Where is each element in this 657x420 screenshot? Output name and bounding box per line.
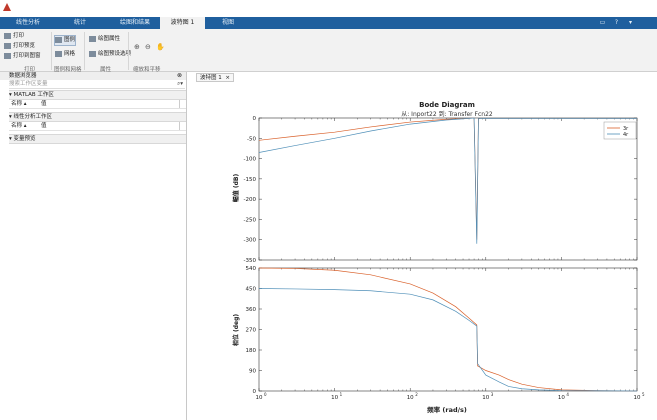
x-tick-exponent: 1 xyxy=(340,392,343,397)
plot-area-magnitude xyxy=(258,117,638,261)
y-tick-label: 270 xyxy=(246,328,257,334)
matlab-workspace-section[interactable]: ▾ MATLAB 工作区 xyxy=(9,90,186,100)
chart-subtitle: 从: Inport22 到: Transfer Fcn22 xyxy=(401,111,493,118)
x-tick-exponent: 5 xyxy=(642,392,645,397)
grid-toggle[interactable]: 网格 xyxy=(55,50,75,59)
x-tick-exponent: 0 xyxy=(264,392,267,397)
x-tick-exponent: 2 xyxy=(415,392,418,397)
y-tick-label: 360 xyxy=(246,307,257,313)
y-tick-label: -200 xyxy=(244,197,257,203)
legend-entry-4r: 4r xyxy=(623,132,629,138)
print-button[interactable]: 打印 xyxy=(4,32,24,41)
print-preview-button[interactable]: 打印预览 xyxy=(4,42,35,51)
legend-box xyxy=(603,121,637,140)
x-tick-label: 10 xyxy=(634,395,641,401)
y-tick-label: 90 xyxy=(249,369,256,375)
y-tick-label: -100 xyxy=(244,157,257,163)
workspace-search-input[interactable]: 搜索工作区变量 ⌕▾ xyxy=(9,81,185,89)
column-divider xyxy=(179,122,180,130)
tab-statistics[interactable]: 统计 xyxy=(73,19,86,26)
ribbon-toolbar: 打印 打印预览 打印到图窗 图例 网格 绘图属性 绘图预设选项 ⊕ ⊖ ✋ 打印… xyxy=(0,29,657,73)
printer-icon xyxy=(4,32,11,39)
group-label-print: 打印 xyxy=(24,67,36,73)
y-tick-label: 450 xyxy=(246,287,257,293)
group-label-properties: 属性 xyxy=(100,67,112,73)
column-name[interactable]: 名称 ▴ xyxy=(11,101,27,107)
minimize-icon[interactable]: ▭ xyxy=(599,19,606,26)
x-tick-label: 10 xyxy=(482,395,489,401)
plot-properties-button[interactable]: 绘图属性 xyxy=(89,35,120,44)
properties-icon xyxy=(89,35,96,42)
print-preview-icon xyxy=(4,42,11,49)
search-icon[interactable]: ⌕▾ xyxy=(177,81,183,87)
chart-title: Bode Diagram xyxy=(419,101,475,109)
y-axis-label-magnitude: 幅值 (dB) xyxy=(232,174,240,203)
tab-plots-results[interactable]: 绘图和结果 xyxy=(119,19,150,26)
group-label-legend-grid: 图例和网格 xyxy=(54,67,82,73)
data-browser-header: 数据浏览器 ⊗ xyxy=(0,72,186,80)
matlab-logo-icon xyxy=(3,3,11,11)
data-browser-panel: 数据浏览器 ⊗ 搜索工作区变量 ⌕▾ ▾ MATLAB 工作区 名称 ▴ 值 ▾… xyxy=(0,72,187,420)
collapse-icon[interactable]: ▾ xyxy=(628,19,632,26)
ribbon-separator xyxy=(128,32,129,70)
data-browser-title: 数据浏览器 xyxy=(9,73,37,79)
ribbon-separator xyxy=(51,32,52,70)
y-tick-label: -350 xyxy=(244,258,257,264)
column-divider xyxy=(179,100,180,108)
column-name[interactable]: 名称 ▴ xyxy=(11,123,27,129)
figure-icon xyxy=(4,52,11,59)
x-tick-label: 10 xyxy=(331,395,338,401)
plot-layer: 0-50-100-150-200-250-300-350540450360270… xyxy=(244,116,645,401)
y-tick-label: 540 xyxy=(246,266,257,272)
y-tick-label: 0 xyxy=(253,389,257,395)
grid-icon xyxy=(55,50,62,57)
tab-view[interactable]: 视图 xyxy=(221,19,234,26)
group-label-zoom-pan: 缩放和平移 xyxy=(133,67,161,73)
legend-toggle[interactable]: 图例 xyxy=(54,35,77,46)
column-value[interactable]: 值 xyxy=(41,101,47,107)
y-tick-label: -150 xyxy=(244,177,257,183)
document-tab-bode-1[interactable]: 波特图 1 × xyxy=(196,73,234,82)
x-tick-exponent: 4 xyxy=(566,392,569,397)
print-to-figure-button[interactable]: 打印到图窗 xyxy=(4,52,41,61)
series-line-magnitude-4r xyxy=(258,117,637,244)
linear-workspace-columns: 名称 ▴ 值 xyxy=(9,122,186,131)
y-tick-label: 180 xyxy=(246,348,257,354)
close-panel-icon[interactable]: ⊗ xyxy=(176,72,182,79)
x-tick-exponent: 3 xyxy=(491,392,494,397)
variable-preview-section[interactable]: ▾ 变量预览 xyxy=(9,134,186,144)
series-line-phase-4r xyxy=(258,288,638,392)
legend-icon xyxy=(55,36,62,43)
help-icon[interactable]: ? xyxy=(614,19,619,26)
column-value[interactable]: 值 xyxy=(41,123,47,129)
close-icon[interactable]: × xyxy=(225,75,230,81)
plot-area-phase xyxy=(258,267,638,392)
legend-entry-3r: 3r xyxy=(623,126,629,132)
y-tick-label: -50 xyxy=(247,136,256,142)
zoom-in-icon[interactable]: ⊕ xyxy=(134,43,140,51)
main-tab-bar: 线性分析 统计 绘图和结果 波特图 1 视图 ▭ ? ▾ xyxy=(0,17,657,29)
x-tick-label: 10 xyxy=(407,395,414,401)
tab-bode-plot-1[interactable]: 波特图 1 xyxy=(160,17,205,29)
y-tick-label: 0 xyxy=(253,116,257,122)
x-tick-label: 10 xyxy=(558,395,565,401)
gear-icon xyxy=(89,50,96,57)
matlab-workspace-columns: 名称 ▴ 值 xyxy=(9,100,186,109)
ribbon-separator xyxy=(84,32,85,70)
pan-icon[interactable]: ✋ xyxy=(156,43,165,51)
zoom-out-icon[interactable]: ⊖ xyxy=(145,43,151,51)
title-bar xyxy=(0,0,657,17)
y-axis-label-phase: 相位 (deg) xyxy=(232,314,240,346)
plot-options-button[interactable]: 绘图预设选项 xyxy=(89,50,131,59)
linear-workspace-section[interactable]: ▾ 线性分析工作区 xyxy=(9,112,186,122)
tab-linear-analysis[interactable]: 线性分析 xyxy=(15,19,40,26)
y-tick-label: -300 xyxy=(244,238,257,244)
y-tick-label: -250 xyxy=(244,217,257,223)
x-axis-label: 频率 (rad/s) xyxy=(427,405,467,414)
x-tick-label: 10 xyxy=(256,395,263,401)
